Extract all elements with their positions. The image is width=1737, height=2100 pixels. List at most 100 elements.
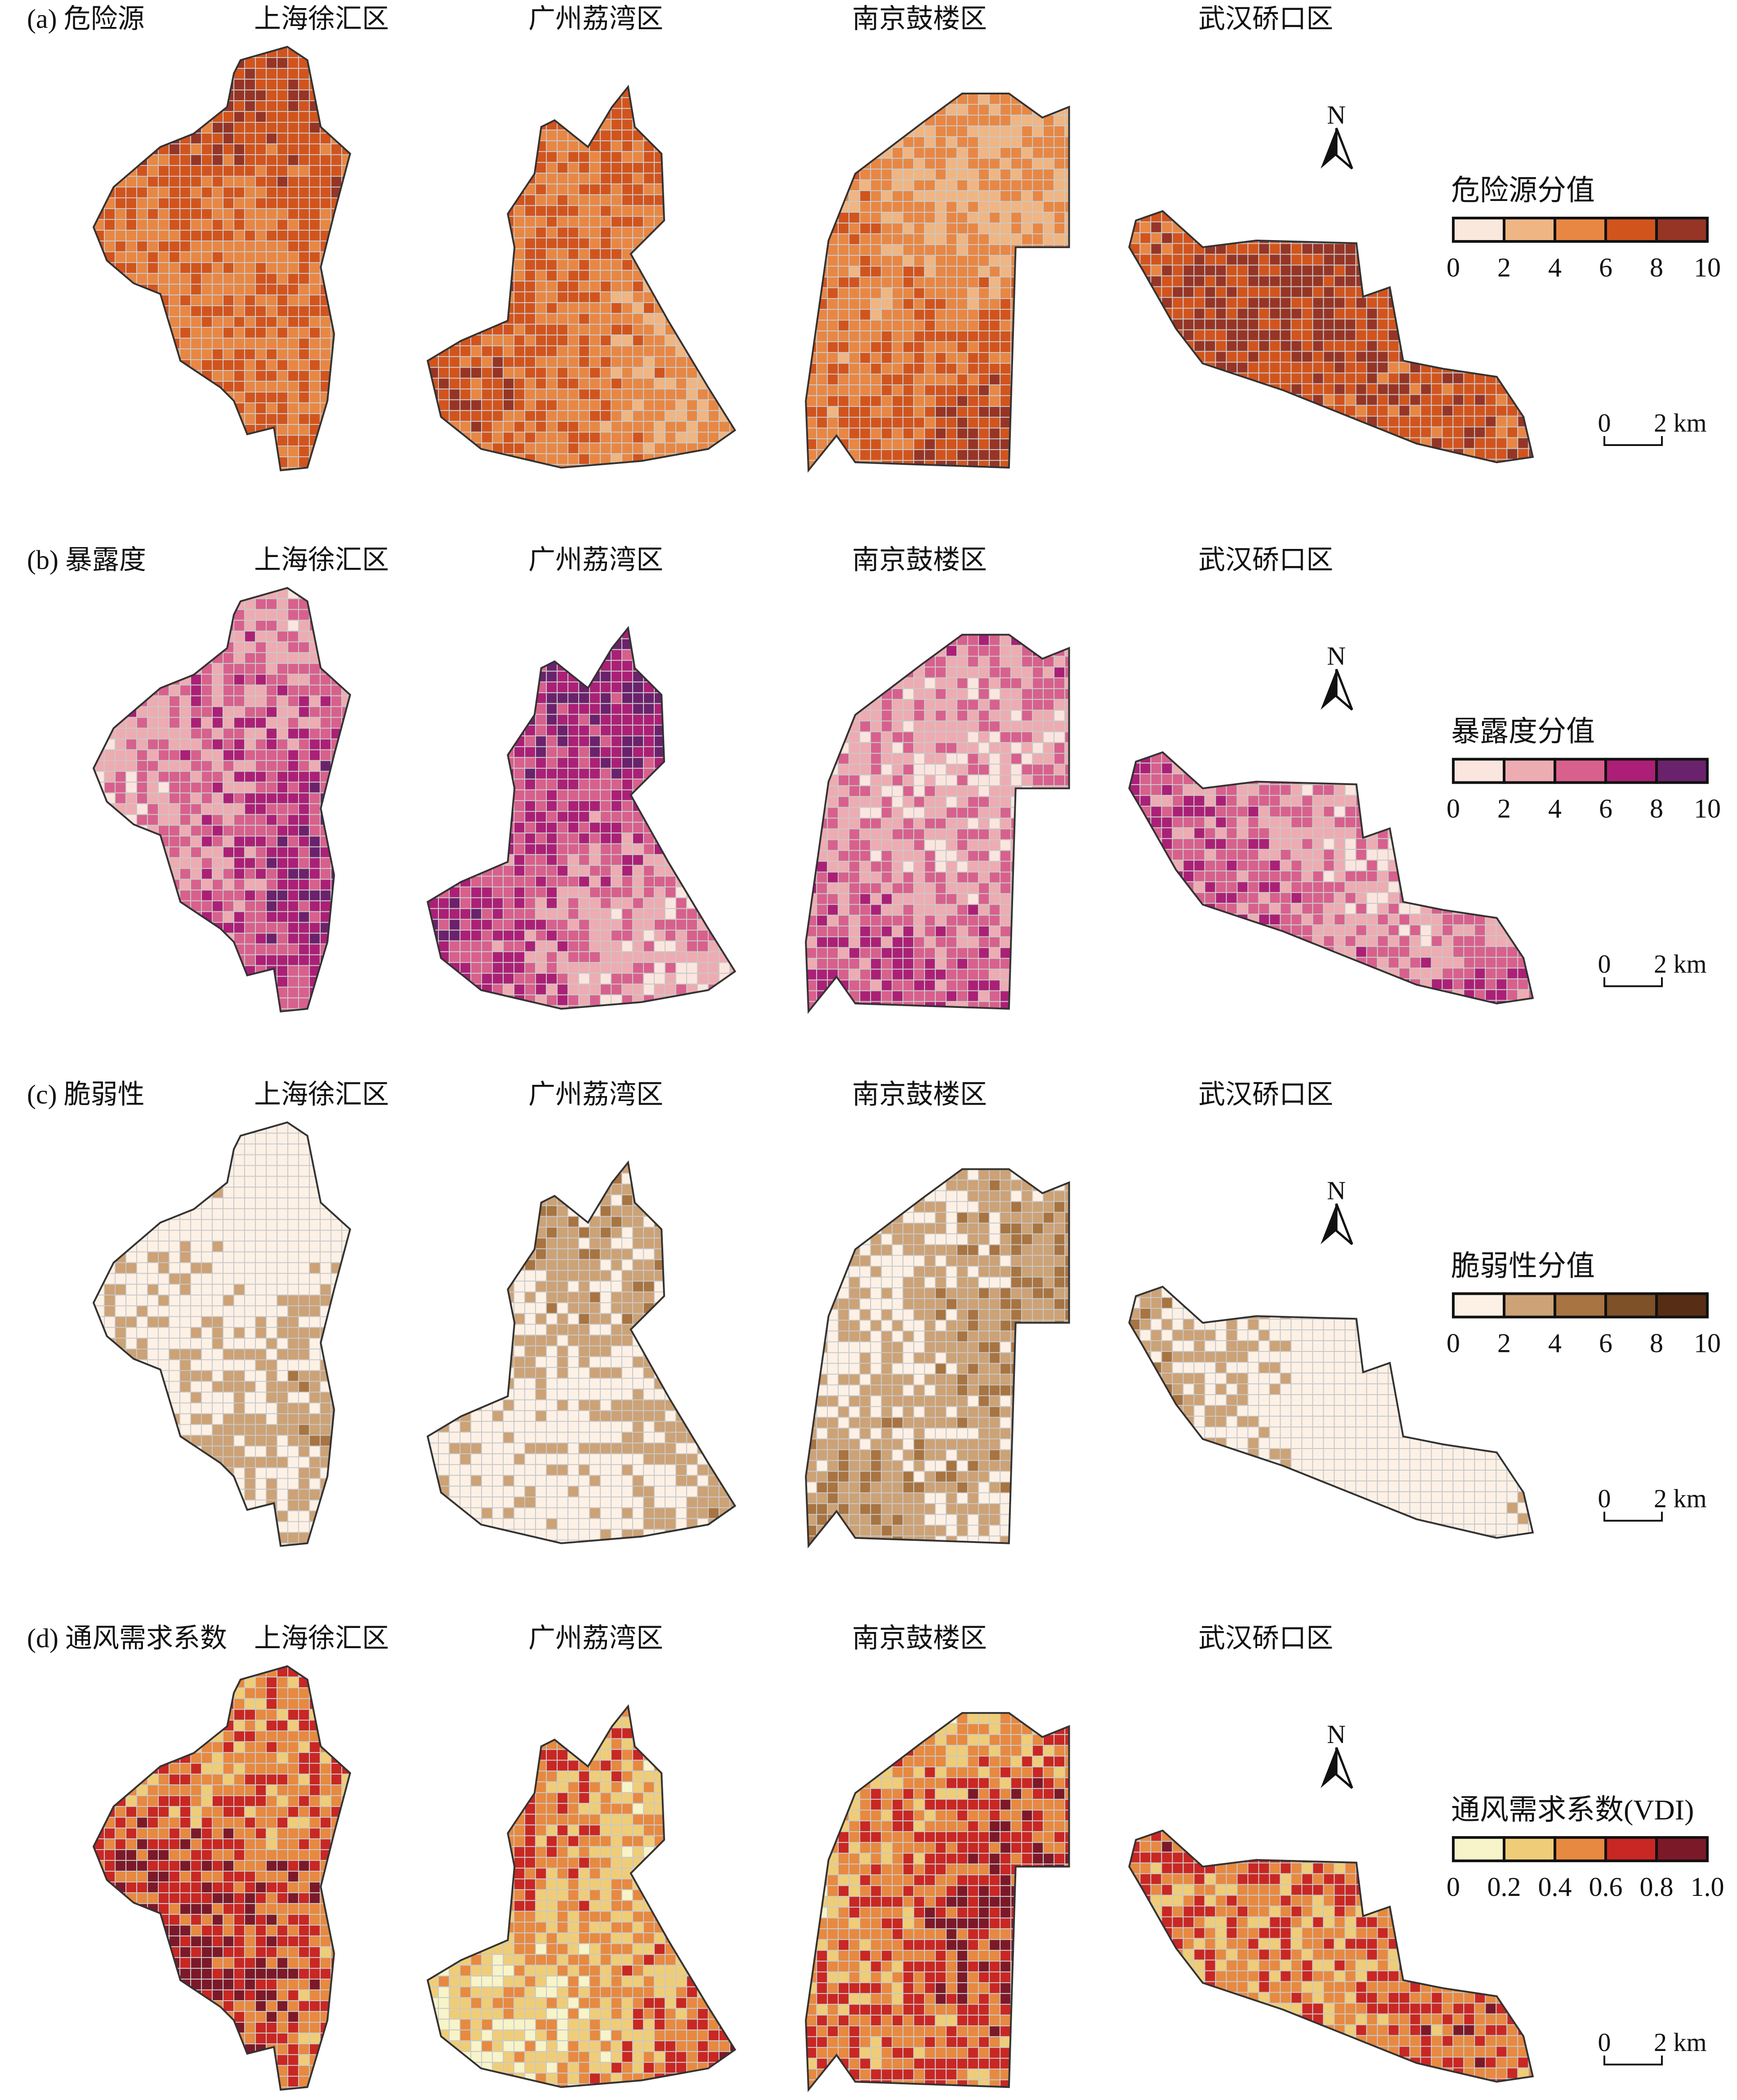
grid-cell	[147, 100, 159, 112]
grid-cell	[115, 781, 127, 794]
grid-cell	[654, 681, 666, 693]
grid-cell	[1517, 459, 1529, 463]
grid-cell	[449, 237, 461, 250]
grid-cell	[589, 399, 601, 411]
grid-cell	[1388, 254, 1400, 266]
grid-cell	[1485, 361, 1497, 374]
grid-cell	[589, 302, 601, 314]
grid-cell	[1172, 361, 1184, 374]
grid-cell	[330, 641, 343, 653]
grid-cell	[158, 641, 170, 653]
grid-cell	[859, 266, 871, 278]
grid-cell	[223, 684, 235, 696]
grid-cell	[1054, 417, 1066, 429]
grid-cell	[611, 313, 623, 325]
grid-cell	[567, 367, 580, 379]
panel-b	[92, 587, 1534, 1014]
grid-cell	[1377, 448, 1389, 460]
grid-cell	[147, 889, 159, 901]
grid-cell	[1043, 255, 1055, 267]
grid-cell	[632, 140, 644, 152]
grid-cell	[438, 237, 450, 250]
grid-cell	[320, 976, 332, 988]
grid-cell	[341, 273, 350, 285]
grid-cell	[147, 467, 159, 471]
grid-cell	[1032, 136, 1044, 148]
grid-cell	[201, 641, 213, 653]
grid-cell	[881, 330, 893, 343]
grid-cell	[460, 97, 472, 109]
grid-cell	[827, 104, 839, 116]
grid-cell	[1442, 297, 1454, 309]
grid-cell	[946, 212, 958, 224]
grid-cell	[255, 381, 267, 393]
grid-cell	[115, 133, 127, 145]
grid-cell	[1139, 405, 1152, 417]
grid-cell	[697, 692, 709, 704]
grid-cell	[147, 846, 159, 858]
grid-cell	[201, 316, 213, 328]
grid-cell	[1409, 286, 1421, 298]
grid-cell	[1528, 318, 1533, 330]
grid-cell	[223, 197, 235, 210]
grid-cell	[277, 630, 289, 642]
grid-cell	[1496, 318, 1508, 330]
grid-cell	[557, 140, 569, 152]
grid-cell	[201, 717, 213, 729]
grid-cell	[913, 395, 925, 407]
grid-cell	[266, 781, 278, 794]
grid-cell	[892, 223, 904, 235]
grid-cell	[729, 281, 735, 293]
grid-cell	[136, 922, 148, 934]
grid-cell	[169, 803, 181, 815]
grid-cell	[104, 338, 116, 350]
grid-cell	[104, 402, 116, 415]
grid-cell	[190, 588, 202, 599]
grid-cell	[632, 367, 644, 379]
grid-cell	[136, 598, 148, 610]
grid-cell	[277, 262, 289, 274]
grid-cell	[675, 638, 688, 650]
grid-cell	[470, 649, 482, 661]
grid-cell	[147, 251, 159, 263]
grid-cell	[514, 367, 526, 379]
grid-cell	[870, 287, 882, 299]
grid-cell	[859, 330, 871, 343]
grid-cell	[665, 302, 677, 314]
grid-cell	[567, 324, 580, 336]
grid-cell	[578, 108, 590, 120]
grid-cell	[309, 771, 321, 783]
grid-cell	[233, 122, 246, 134]
grid-cell	[266, 684, 278, 696]
grid-cell	[1485, 286, 1497, 298]
grid-cell	[1258, 394, 1270, 406]
grid-cell	[341, 598, 350, 610]
grid-cell	[611, 270, 623, 282]
grid-cell	[1269, 275, 1281, 287]
grid-cell	[989, 233, 1001, 245]
grid-cell	[729, 205, 735, 217]
grid-cell	[212, 251, 224, 263]
grid-cell	[255, 868, 267, 880]
grid-cell	[632, 313, 644, 325]
grid-cell	[924, 298, 936, 310]
grid-cell	[115, 392, 127, 404]
grid-cell	[266, 673, 278, 686]
grid-cell	[104, 878, 116, 891]
grid-cell	[1528, 394, 1533, 406]
grid-cell	[632, 108, 644, 120]
grid-cell	[298, 294, 310, 307]
grid-cell	[277, 781, 289, 794]
grid-cell	[535, 649, 547, 661]
grid-cell	[1463, 437, 1475, 449]
grid-cell	[611, 378, 623, 390]
grid-cell	[1043, 352, 1055, 364]
grid-cell	[708, 345, 720, 357]
grid-cell	[1301, 308, 1313, 320]
grid-cell	[621, 660, 634, 672]
grid-cell	[94, 620, 105, 632]
grid-cell	[989, 115, 1001, 127]
grid-cell	[719, 421, 731, 433]
grid-cell	[1377, 211, 1389, 223]
grid-cell	[298, 435, 310, 447]
